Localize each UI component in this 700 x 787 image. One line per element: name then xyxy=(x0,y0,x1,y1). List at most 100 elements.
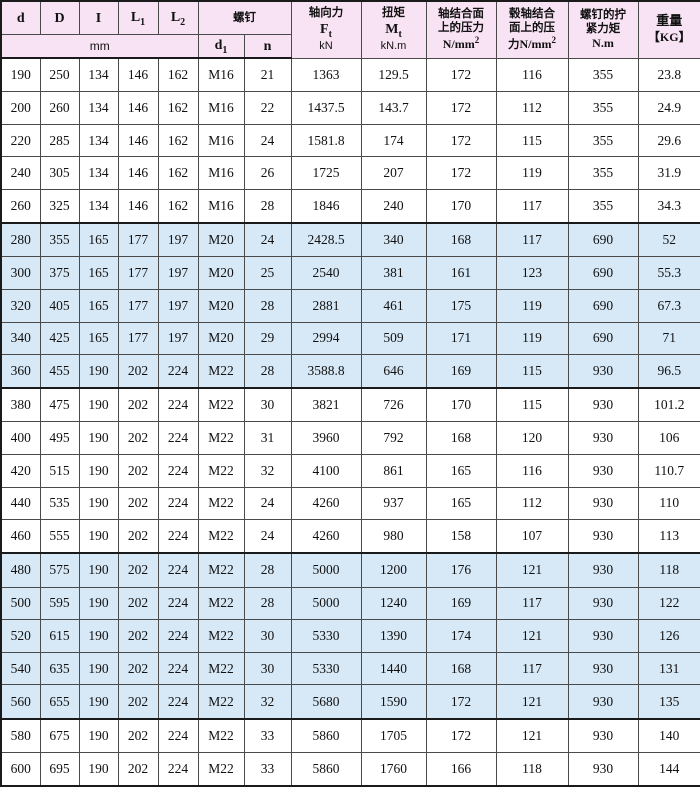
table-cell: 190 xyxy=(78,619,119,653)
table-cell: 121 xyxy=(495,552,569,588)
table-cell: 119 xyxy=(495,288,569,323)
table-cell: 146 xyxy=(117,189,159,224)
table-row: 540 635 190 202 224 M22 30 5330 1440 168 117 930 131 xyxy=(0,651,700,686)
col-header-torque: 扭矩 Mt kN.m xyxy=(360,0,427,59)
table-cell: 250 xyxy=(39,57,80,93)
table-cell: 930 xyxy=(567,586,639,621)
table-cell: 690 xyxy=(567,222,639,258)
table-cell: 120 xyxy=(495,421,569,456)
table-cell: 5860 xyxy=(290,751,362,787)
table-cell: 30 xyxy=(243,387,292,423)
table-cell: 224 xyxy=(157,717,199,753)
col-header-axial-force: 轴向力 Ft kN xyxy=(290,0,362,59)
table-cell: 355 xyxy=(567,156,639,191)
table-cell: 500 xyxy=(0,586,41,621)
table-cell: 355 xyxy=(567,91,639,125)
col-header-d1-label: d1 xyxy=(214,37,228,56)
table-cell: 28 xyxy=(243,586,292,621)
col-header-n-label: n xyxy=(263,38,272,54)
table-cell: 202 xyxy=(117,552,159,588)
table-cell: 162 xyxy=(157,123,199,158)
table-cell: 340 xyxy=(0,321,41,356)
table-cell: 260 xyxy=(39,91,80,125)
table-row: 200 260 134 146 162 M16 22 1437.5 143.7 172 112 355… xyxy=(0,91,700,125)
table-cell: 172 xyxy=(425,57,497,93)
table-cell: 165 xyxy=(425,454,497,488)
table-header: d D I L1 L2 螺钉 轴向力 Ft kN 扭矩 Mt kN.m 轴结合面… xyxy=(0,0,700,59)
table-row: 190 250 134 146 162 M16 21 1363 129.5 172 116 355 23… xyxy=(0,57,700,93)
col-header-weight: 重量 【KG】 xyxy=(637,0,700,59)
table-cell: 440 xyxy=(0,486,41,521)
table-cell: 34.3 xyxy=(637,189,700,224)
table-cell: 118 xyxy=(495,751,569,787)
table-cell: 24 xyxy=(243,123,292,158)
table-cell: 168 xyxy=(425,421,497,456)
table-cell: 509 xyxy=(360,321,427,356)
table-cell: 930 xyxy=(567,684,639,720)
table-cell: 24 xyxy=(243,519,292,554)
table-cell: 146 xyxy=(117,156,159,191)
table-cell: 224 xyxy=(157,486,199,521)
table-cell: 112 xyxy=(495,91,569,125)
table-cell: 930 xyxy=(567,751,639,787)
tightening-torque-line1: 螺钉的拧 xyxy=(580,7,626,22)
table-cell: 172 xyxy=(425,684,497,720)
table-cell: 380 xyxy=(0,387,41,423)
table-cell: 260 xyxy=(0,189,41,224)
table-row: 340 425 165 177 197 M20 29 2994 509 171 119 690 71 xyxy=(0,321,700,356)
table-cell: 4260 xyxy=(290,519,362,554)
col-header-L2: L2 xyxy=(157,0,199,35)
table-cell: 224 xyxy=(157,519,199,554)
tightening-torque-line2: 紧力矩 xyxy=(585,20,621,35)
table-cell: 792 xyxy=(360,421,427,456)
table-cell: 202 xyxy=(117,651,159,686)
torque-symbol: Mt xyxy=(385,22,402,40)
table-cell: M16 xyxy=(197,156,245,191)
table-cell: 166 xyxy=(425,751,497,787)
hub-pressure-unit: 力N/mm2 xyxy=(508,34,556,51)
table-cell: 190 xyxy=(78,454,119,488)
table-cell: 146 xyxy=(117,123,159,158)
table-cell: 165 xyxy=(78,321,119,356)
table-cell: 930 xyxy=(567,519,639,554)
table-cell: 190 xyxy=(78,421,119,456)
table-cell: 202 xyxy=(117,421,159,456)
table-cell: 285 xyxy=(39,123,80,158)
table-cell: 129.5 xyxy=(360,57,427,93)
table-cell: 515 xyxy=(39,454,80,488)
table-cell: 172 xyxy=(425,91,497,125)
table-cell: 29.6 xyxy=(637,123,700,158)
table-cell: 112 xyxy=(495,486,569,521)
table-row: 320 405 165 177 197 M20 28 2881 461 175 119 690 67.3 xyxy=(0,288,700,323)
table-cell: 96.5 xyxy=(637,354,700,389)
table-cell: 28 xyxy=(243,189,292,224)
table-row: 500 595 190 202 224 M22 28 5000 1240 169 117 930 122 xyxy=(0,586,700,621)
table-cell: 461 xyxy=(360,288,427,323)
tightening-torque-unit: N.m xyxy=(592,35,614,50)
table-cell: 162 xyxy=(157,189,199,224)
axial-force-symbol: Ft xyxy=(320,22,332,40)
table-row: 560 655 190 202 224 M22 32 5680 1590 172 121 930 135 xyxy=(0,684,700,720)
table-cell: 495 xyxy=(39,421,80,456)
table-cell: 1200 xyxy=(360,552,427,588)
table-cell: 690 xyxy=(567,288,639,323)
table-cell: 202 xyxy=(117,354,159,389)
table-cell: 31 xyxy=(243,421,292,456)
table-cell: 190 xyxy=(0,57,41,93)
table-cell: 455 xyxy=(39,354,80,389)
col-header-d-label: d xyxy=(16,10,25,26)
table-cell: M22 xyxy=(197,751,245,787)
table-cell: 1240 xyxy=(360,586,427,621)
table-cell: 690 xyxy=(567,256,639,290)
table-cell: 23.8 xyxy=(637,57,700,93)
table-cell: 202 xyxy=(117,751,159,787)
table-cell: 55.3 xyxy=(637,256,700,290)
table-cell: 1760 xyxy=(360,751,427,787)
table-row: 400 495 190 202 224 M22 31 3960 792 168 120 930 106 xyxy=(0,421,700,456)
table-cell: 375 xyxy=(39,256,80,290)
table-cell: 190 xyxy=(78,552,119,588)
hub-pressure-line1: 毂轴结合 xyxy=(509,6,555,21)
table-cell: 425 xyxy=(39,321,80,356)
table-cell: 280 xyxy=(0,222,41,258)
